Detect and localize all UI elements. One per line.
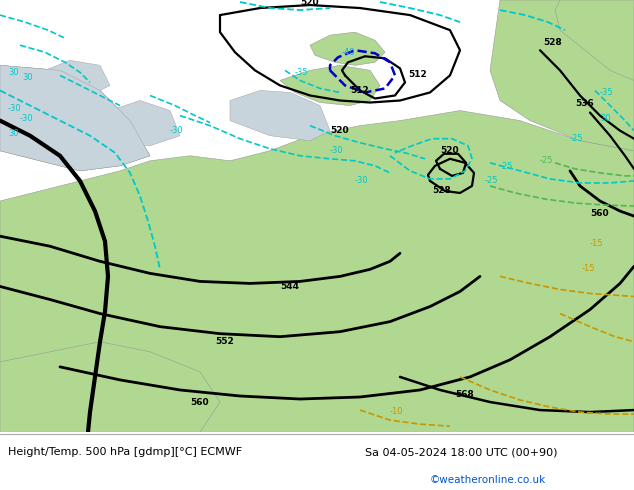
Text: 544: 544 — [280, 282, 299, 292]
Text: 30: 30 — [600, 114, 611, 122]
Text: 520: 520 — [330, 125, 349, 135]
Text: Height/Temp. 500 hPa [gdmp][°C] ECMWF: Height/Temp. 500 hPa [gdmp][°C] ECMWF — [8, 447, 242, 457]
Text: 528: 528 — [432, 186, 451, 195]
Text: 30: 30 — [8, 69, 18, 77]
Text: -15: -15 — [582, 265, 595, 273]
Text: -40: -40 — [341, 49, 355, 57]
Text: 560: 560 — [190, 398, 209, 407]
Text: 560: 560 — [590, 209, 609, 218]
Text: -25: -25 — [485, 176, 498, 185]
Text: -30: -30 — [355, 176, 368, 185]
Text: -30: -30 — [20, 114, 34, 122]
Text: -25: -25 — [570, 134, 583, 143]
Text: -30: -30 — [330, 146, 344, 155]
Text: 30: 30 — [22, 74, 32, 82]
Text: 552: 552 — [215, 337, 234, 346]
Text: -30: -30 — [8, 103, 22, 113]
Text: Sa 04-05-2024 18:00 UTC (00+90): Sa 04-05-2024 18:00 UTC (00+90) — [365, 447, 557, 457]
Text: 536: 536 — [575, 98, 594, 107]
Text: 512: 512 — [408, 70, 427, 79]
Text: -10: -10 — [390, 407, 403, 416]
Text: 528: 528 — [543, 38, 562, 47]
Text: 568: 568 — [455, 390, 474, 399]
Text: -35: -35 — [295, 69, 309, 77]
Text: -35: -35 — [600, 89, 614, 98]
Text: 30: 30 — [8, 129, 18, 138]
Text: ©weatheronline.co.uk: ©weatheronline.co.uk — [430, 475, 547, 485]
Text: -30: -30 — [170, 125, 184, 135]
Text: -25: -25 — [500, 162, 514, 171]
Text: -15: -15 — [590, 239, 604, 248]
Text: 512: 512 — [350, 86, 369, 95]
Text: 520: 520 — [301, 0, 320, 7]
Text: -25: -25 — [540, 156, 553, 165]
Text: 520: 520 — [440, 146, 458, 155]
